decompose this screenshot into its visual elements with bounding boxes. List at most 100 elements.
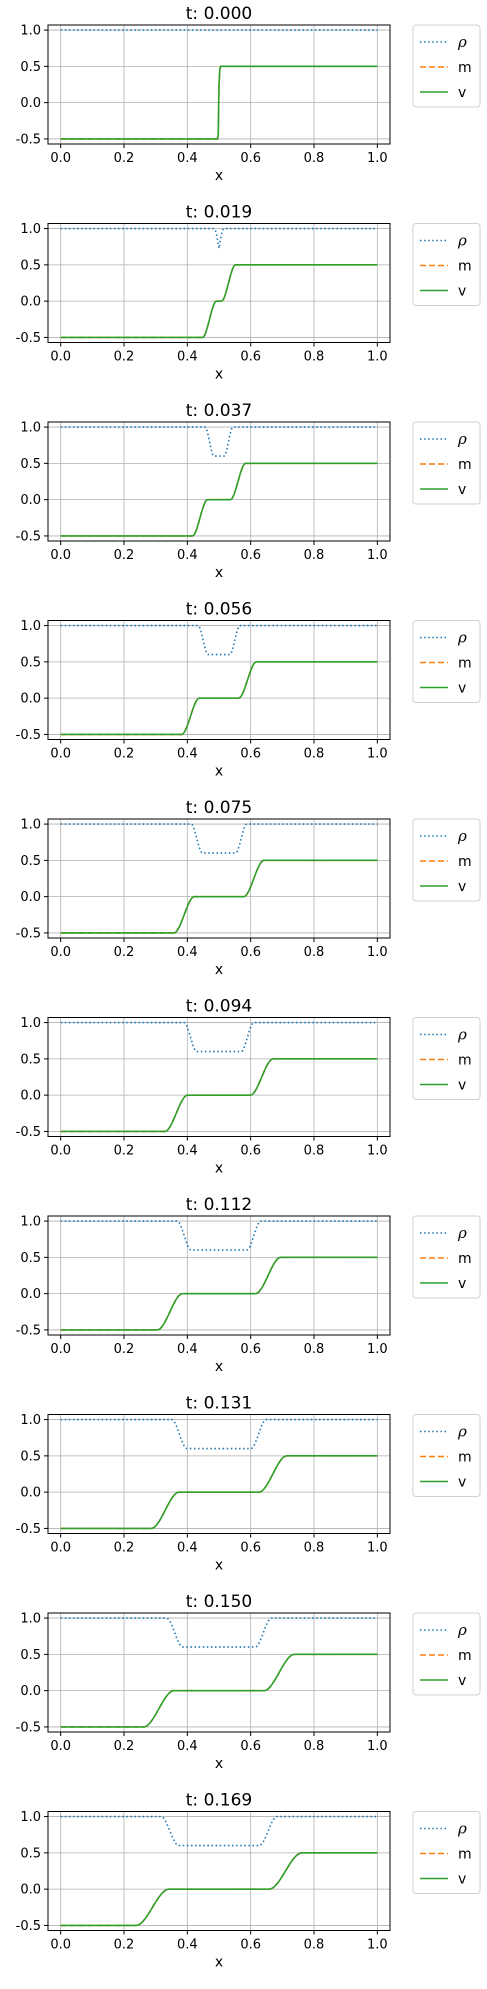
x-axis-label: x [215,1161,223,1177]
x-tick-label: 0.6 [240,945,261,960]
panel-title: t: 0.075 [186,798,252,818]
x-tick-label: 0.6 [240,350,261,365]
panel-9: t: 0.169 0.0 0.2 0.4 0.6 0.8 1.0 -0.5 0.0 0.5 1.0 x… [16,1791,481,1971]
x-tick-label: 1.0 [367,1342,388,1357]
legend-label-v: v [458,85,466,101]
legend-label-m: m [458,1053,472,1069]
legend-label-v: v [458,681,466,697]
legend-label-v: v [458,1276,466,1292]
panel-title: t: 0.169 [186,1791,252,1811]
legend: ρmv [412,818,481,902]
y-tick-label: 0.5 [20,457,41,472]
panel-7: t: 0.131 0.0 0.2 0.4 0.6 0.8 1.0 -0.5 0.0 0.5 1.0 x… [16,1394,481,1574]
x-tick-label: 0.8 [304,350,325,365]
y-tick-label: 0.5 [20,60,41,75]
x-tick-label: 0.2 [114,1144,135,1159]
axes-frame [47,818,391,939]
panel-8: t: 0.150 0.0 0.2 0.4 0.6 0.8 1.0 -0.5 0.0 0.5 1.0 x… [16,1592,481,1772]
panel-title: t: 0.112 [186,1195,252,1215]
series-v-line [60,1256,378,1331]
x-tick-label: 1.0 [367,151,388,166]
y-tick-label: 1.0 [20,818,41,833]
y-tick-label: 1.0 [20,421,41,436]
x-tick-label: 1.0 [367,1739,388,1754]
x-tick-label: 0.4 [177,1342,198,1357]
x-tick-label: 1.0 [367,350,388,365]
x-tick-label: 0.6 [240,1739,261,1754]
panel-6: t: 0.112 0.0 0.2 0.4 0.6 0.8 1.0 -0.5 0.0 0.5 1.0 x… [16,1195,481,1375]
axes-frame [47,1414,391,1534]
legend-box [412,421,481,505]
x-tick-label: 0.4 [177,1541,198,1556]
y-tick-label: -0.5 [16,132,41,147]
x-tick-label: 0.4 [177,1144,198,1159]
legend-label-m: m [458,1648,472,1664]
x-tick-label: 0.0 [50,1541,71,1556]
x-tick-label: 0.8 [304,1739,325,1754]
legend-box [412,1612,481,1696]
y-tick-label: 1.0 [20,1810,41,1825]
x-tick-label: 0.8 [304,1144,325,1159]
series-v-line [60,1852,378,1927]
axes-frame [47,1017,391,1137]
x-axis-label: x [215,1558,223,1574]
legend-label-m: m [458,1251,472,1267]
legend-label-m: m [458,457,472,473]
x-tick-label: 1.0 [367,1144,388,1159]
y-tick-label: 0.0 [20,96,41,111]
series-rho-line [60,1220,378,1251]
legend: ρmv [412,421,481,505]
x-axis-label: x [215,367,223,383]
x-axis-label: x [215,1955,223,1971]
y-tick-label: 1.0 [20,619,41,634]
x-tick-label: 0.2 [114,945,135,960]
y-tick-label: 0.5 [20,1251,41,1266]
panel-title: t: 0.094 [186,997,252,1017]
x-tick-label: 1.0 [367,1938,388,1953]
x-tick-label: 0.0 [50,1342,71,1357]
x-tick-label: 0.0 [50,548,71,563]
y-tick-label: -0.5 [16,1919,41,1934]
y-tick-label: 0.5 [20,1648,41,1663]
y-tick-label: 0.5 [20,258,41,273]
x-tick-label: 0.6 [240,1541,261,1556]
x-tick-label: 0.0 [50,151,71,166]
y-tick-label: -0.5 [16,1720,41,1735]
legend-label-rho: ρ [457,827,467,845]
x-tick-label: 0.2 [114,1541,135,1556]
legend-label-rho: ρ [457,33,467,51]
series-rho-line [60,1617,378,1648]
legend-box [412,1017,481,1100]
axes-frame [47,1612,391,1733]
legend: ρmv [412,620,481,703]
y-tick-label: -0.5 [16,1323,41,1338]
y-tick-label: -0.5 [16,1125,41,1140]
legend: ρmv [412,24,481,108]
x-tick-label: 0.6 [240,747,261,762]
x-axis-label: x [215,1756,223,1772]
x-tick-label: 0.2 [114,1342,135,1357]
panel-title: t: 0.037 [186,401,252,421]
panel-title: t: 0.019 [186,203,252,223]
x-tick-label: 0.8 [304,1541,325,1556]
x-tick-label: 0.4 [177,747,198,762]
x-tick-label: 0.0 [50,350,71,365]
legend-box [412,1811,481,1894]
x-tick-label: 0.6 [240,1144,261,1159]
y-tick-label: 0.0 [20,692,41,707]
x-tick-label: 1.0 [367,548,388,563]
y-tick-label: -0.5 [16,926,41,941]
x-tick-label: 0.0 [50,945,71,960]
panel-title: t: 0.150 [186,1592,252,1612]
x-tick-label: 0.4 [177,1739,198,1754]
legend-box [412,1215,481,1299]
legend: ρmv [412,223,481,306]
y-tick-label: 0.0 [20,295,41,310]
x-tick-label: 0.4 [177,548,198,563]
series-v-line [60,1653,378,1728]
y-tick-label: -0.5 [16,1522,41,1537]
x-tick-label: 0.2 [114,1739,135,1754]
series-rho-line [60,823,378,854]
x-tick-label: 0.6 [240,548,261,563]
